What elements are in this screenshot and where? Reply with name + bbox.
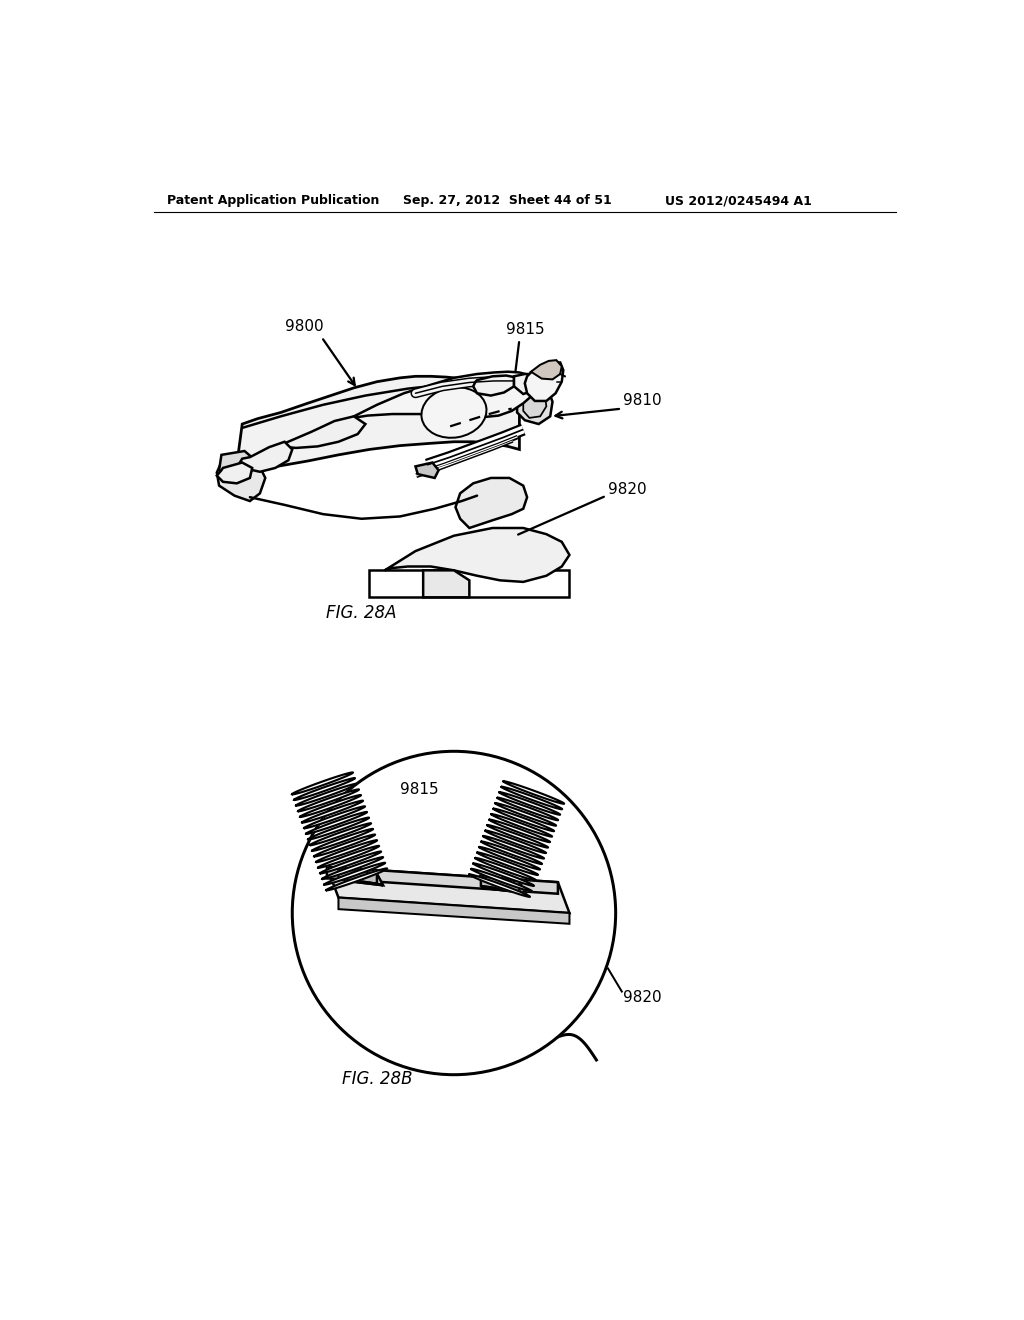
Polygon shape xyxy=(294,777,355,800)
Circle shape xyxy=(292,751,615,1074)
Polygon shape xyxy=(327,867,558,894)
Polygon shape xyxy=(306,812,367,834)
Polygon shape xyxy=(312,829,373,851)
Polygon shape xyxy=(481,886,525,892)
Polygon shape xyxy=(524,363,563,401)
Polygon shape xyxy=(473,376,514,396)
Polygon shape xyxy=(342,372,539,424)
Polygon shape xyxy=(475,858,536,880)
Polygon shape xyxy=(339,869,377,884)
Polygon shape xyxy=(481,876,519,891)
Polygon shape xyxy=(302,801,364,822)
Polygon shape xyxy=(296,784,357,805)
Text: Patent Application Publication: Patent Application Publication xyxy=(167,194,379,207)
Polygon shape xyxy=(485,830,546,853)
Text: 9820: 9820 xyxy=(624,990,662,1006)
Polygon shape xyxy=(318,846,379,867)
Polygon shape xyxy=(325,863,385,884)
Polygon shape xyxy=(487,825,548,847)
Text: FIG. 28B: FIG. 28B xyxy=(342,1069,413,1088)
Polygon shape xyxy=(217,455,265,502)
Polygon shape xyxy=(234,376,519,482)
Polygon shape xyxy=(292,772,353,795)
Text: 9820: 9820 xyxy=(608,482,646,498)
Polygon shape xyxy=(416,462,438,478)
Polygon shape xyxy=(473,863,534,886)
Polygon shape xyxy=(483,836,544,858)
Polygon shape xyxy=(300,795,361,817)
Polygon shape xyxy=(314,834,375,857)
Polygon shape xyxy=(339,869,383,886)
Polygon shape xyxy=(304,807,365,828)
Polygon shape xyxy=(517,385,553,424)
Polygon shape xyxy=(523,389,547,418)
Polygon shape xyxy=(514,374,535,395)
Polygon shape xyxy=(310,824,371,845)
Polygon shape xyxy=(308,817,369,840)
Polygon shape xyxy=(469,874,530,896)
Polygon shape xyxy=(240,442,292,471)
Polygon shape xyxy=(321,851,381,874)
Polygon shape xyxy=(489,820,550,842)
Polygon shape xyxy=(327,867,569,913)
Polygon shape xyxy=(481,876,525,892)
Polygon shape xyxy=(327,869,387,891)
Polygon shape xyxy=(477,853,538,875)
Polygon shape xyxy=(323,857,383,879)
Text: 9815: 9815 xyxy=(506,322,545,337)
Polygon shape xyxy=(456,478,527,528)
Text: FIG. 28A: FIG. 28A xyxy=(327,603,397,622)
Polygon shape xyxy=(423,570,469,598)
Polygon shape xyxy=(219,451,255,480)
Polygon shape xyxy=(316,840,377,862)
Text: 9810: 9810 xyxy=(624,393,662,408)
Polygon shape xyxy=(502,787,562,809)
Polygon shape xyxy=(494,809,554,832)
Polygon shape xyxy=(339,878,383,886)
Polygon shape xyxy=(492,814,552,837)
Polygon shape xyxy=(498,797,558,820)
Text: US 2012/0245494 A1: US 2012/0245494 A1 xyxy=(666,194,812,207)
Bar xyxy=(370,570,569,598)
Polygon shape xyxy=(504,781,564,804)
Polygon shape xyxy=(217,462,252,483)
Ellipse shape xyxy=(422,387,486,438)
Polygon shape xyxy=(481,842,542,865)
Polygon shape xyxy=(500,792,560,814)
Text: 9815: 9815 xyxy=(400,783,438,797)
Polygon shape xyxy=(298,789,359,812)
Polygon shape xyxy=(479,847,540,870)
Polygon shape xyxy=(385,528,569,582)
Polygon shape xyxy=(496,803,556,826)
Polygon shape xyxy=(471,869,532,891)
Text: Sep. 27, 2012  Sheet 44 of 51: Sep. 27, 2012 Sheet 44 of 51 xyxy=(403,194,612,207)
Polygon shape xyxy=(531,360,562,379)
Polygon shape xyxy=(269,416,366,449)
Text: 9800: 9800 xyxy=(285,318,324,334)
Polygon shape xyxy=(339,898,569,924)
